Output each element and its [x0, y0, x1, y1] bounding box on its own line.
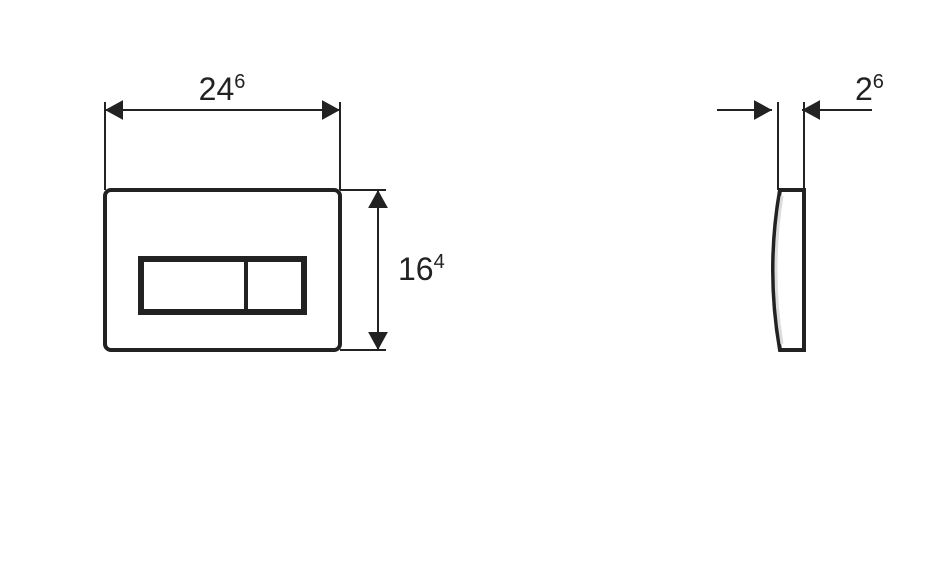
flush-button-large — [143, 261, 245, 310]
dim-height: 164 — [340, 190, 445, 350]
dim-width-label: 246 — [199, 71, 246, 107]
flush-button-small — [247, 261, 302, 310]
dim-depth-label: 26 — [855, 71, 884, 107]
dim-width: 246 — [105, 71, 340, 190]
dim-height-label: 164 — [398, 251, 445, 287]
dim-depth: 26 — [717, 71, 884, 190]
side-view: 26 — [717, 71, 884, 350]
front-view: 246 164 — [105, 71, 445, 350]
side-profile — [773, 190, 804, 350]
